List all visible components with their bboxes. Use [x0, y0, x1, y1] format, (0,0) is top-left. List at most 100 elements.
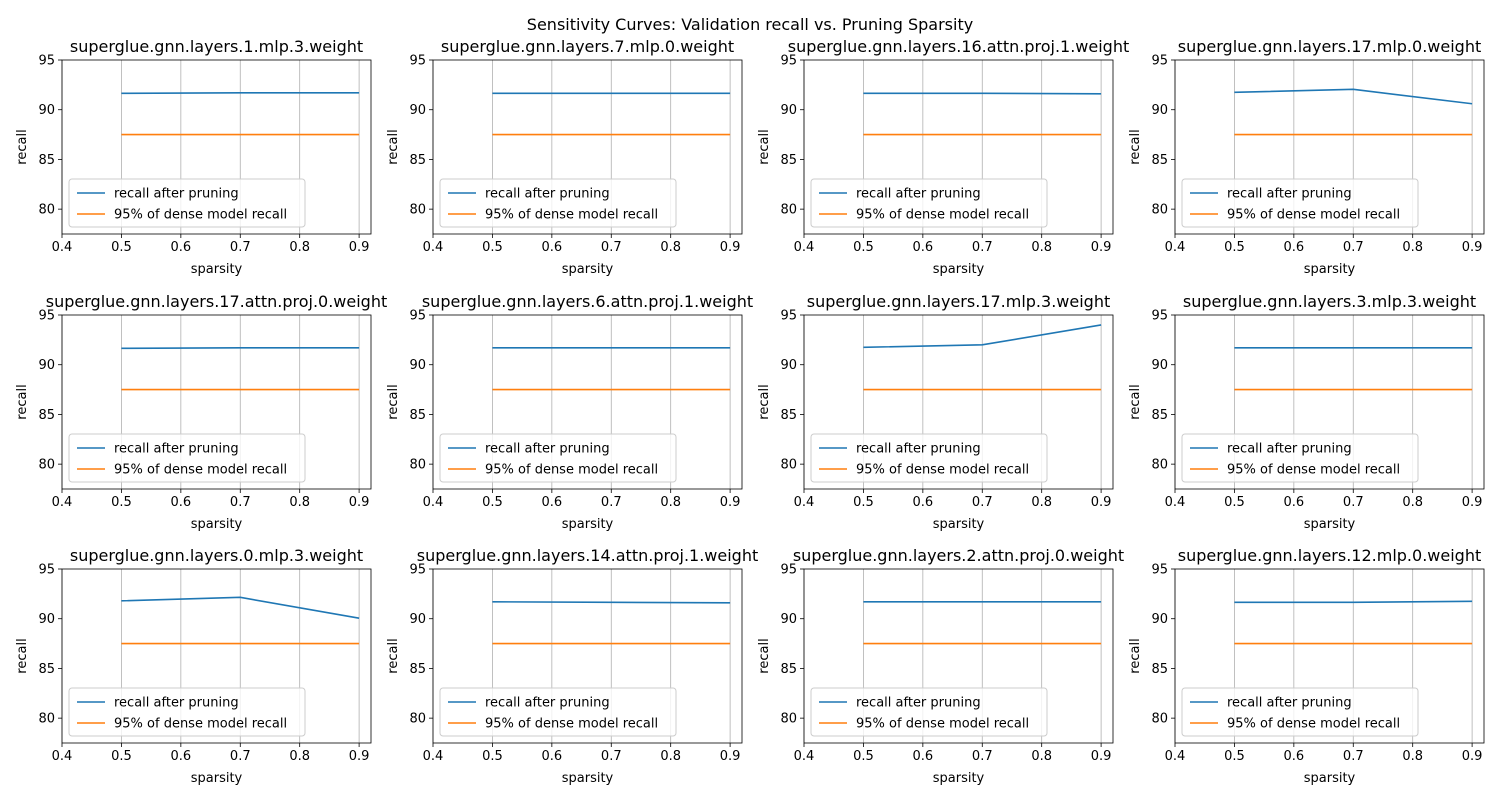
legend-box	[1181, 687, 1419, 737]
subplot: 0.4 0.5 0.6 0.7 0.8 0.9 80 85 90 95 superglue.gnn.…	[15, 37, 372, 277]
x-tick-label: 0.5	[853, 495, 874, 510]
x-tick-label: 0.5	[853, 749, 874, 764]
x-tick-label: 0.4	[52, 495, 73, 510]
legend-label: recall after pruning	[1227, 442, 1352, 457]
y-tick-label: 80	[780, 458, 797, 473]
subplot-title: superglue.gnn.layers.0.mlp.3.weight	[70, 546, 363, 565]
subplot-title: superglue.gnn.layers.17.attn.proj.0.weig…	[46, 292, 387, 311]
x-tick-label: 0.6	[542, 240, 563, 255]
x-axis-label: sparsity	[1304, 517, 1356, 532]
x-tick-label: 0.6	[542, 495, 563, 510]
y-tick-label: 95	[38, 54, 55, 69]
legend-box	[1181, 178, 1419, 228]
y-tick-label: 90	[780, 358, 797, 373]
legend: recall after pruning 95% of dense model r…	[439, 687, 677, 737]
x-tick-label: 0.6	[1284, 495, 1305, 510]
legend-label: 95% of dense model recall	[856, 208, 1029, 223]
x-tick-label: 0.5	[1224, 749, 1245, 764]
subplot-title: superglue.gnn.layers.16.attn.proj.1.weig…	[788, 37, 1129, 56]
x-tick-label: 0.5	[482, 749, 503, 764]
recall-line	[492, 601, 731, 604]
y-axis-label: recall	[1128, 638, 1143, 673]
legend-box	[810, 687, 1048, 737]
legend-box	[68, 433, 306, 483]
x-tick-label: 0.6	[913, 495, 934, 510]
x-axis-label: sparsity	[1304, 262, 1356, 277]
legend-box	[439, 687, 677, 737]
y-tick-label: 90	[409, 103, 426, 118]
x-tick-label: 0.9	[1462, 240, 1483, 255]
axes-frame	[1174, 59, 1485, 235]
x-axis-label: sparsity	[191, 262, 243, 277]
y-tick-label: 85	[409, 153, 426, 168]
x-tick-label: 0.7	[1343, 749, 1364, 764]
recall-line	[1234, 600, 1473, 604]
y-axis-label: recall	[15, 384, 30, 419]
y-tick-label: 85	[38, 153, 55, 168]
axes-frame	[1174, 568, 1485, 744]
y-tick-label: 80	[1151, 458, 1168, 473]
y-axis-label: recall	[1128, 384, 1143, 419]
x-tick-label: 0.4	[794, 495, 815, 510]
legend-label: recall after pruning	[485, 187, 610, 202]
x-tick-label: 0.6	[913, 240, 934, 255]
subplot-title: superglue.gnn.layers.3.mlp.3.weight	[1183, 292, 1476, 311]
legend-label: recall after pruning	[856, 187, 981, 202]
y-tick-label: 85	[38, 408, 55, 423]
y-tick-label: 80	[38, 712, 55, 727]
y-tick-label: 80	[38, 458, 55, 473]
x-tick-label: 0.8	[1031, 749, 1052, 764]
legend-label: 95% of dense model recall	[1227, 463, 1400, 478]
x-tick-label: 0.8	[660, 495, 681, 510]
legend-label: 95% of dense model recall	[114, 717, 287, 732]
y-tick-label: 80	[780, 203, 797, 218]
y-tick-label: 95	[780, 54, 797, 69]
x-axis-label: sparsity	[562, 262, 614, 277]
legend-label: 95% of dense model recall	[485, 208, 658, 223]
subplot-title: superglue.gnn.layers.17.mlp.0.weight	[1178, 37, 1481, 56]
x-tick-label: 0.9	[720, 240, 741, 255]
x-tick-label: 0.5	[1224, 240, 1245, 255]
axes-frame	[61, 314, 372, 490]
y-tick-label: 80	[780, 712, 797, 727]
y-axis-label: recall	[15, 638, 30, 673]
subplot-title: superglue.gnn.layers.6.attn.proj.1.weigh…	[422, 292, 753, 311]
x-tick-label: 0.4	[794, 240, 815, 255]
x-tick-label: 0.8	[660, 240, 681, 255]
legend: recall after pruning 95% of dense model r…	[810, 433, 1048, 483]
x-tick-label: 0.8	[1402, 749, 1423, 764]
x-tick-label: 0.6	[913, 749, 934, 764]
y-tick-label: 90	[409, 358, 426, 373]
y-tick-label: 95	[38, 309, 55, 324]
y-tick-label: 80	[1151, 203, 1168, 218]
x-tick-label: 0.8	[1402, 240, 1423, 255]
axes-frame	[432, 568, 743, 744]
recall-line	[121, 347, 360, 350]
x-tick-label: 0.6	[171, 495, 192, 510]
y-tick-label: 90	[780, 612, 797, 627]
y-tick-label: 85	[38, 662, 55, 677]
x-tick-label: 0.9	[1091, 495, 1112, 510]
legend: recall after pruning 95% of dense model r…	[68, 687, 306, 737]
x-tick-label: 0.6	[171, 749, 192, 764]
axes-frame	[803, 568, 1114, 744]
x-tick-label: 0.9	[1462, 495, 1483, 510]
x-tick-label: 0.7	[601, 495, 622, 510]
legend-label: 95% of dense model recall	[114, 208, 287, 223]
x-tick-label: 0.5	[482, 240, 503, 255]
x-tick-label: 0.8	[1402, 495, 1423, 510]
y-tick-label: 85	[780, 662, 797, 677]
x-tick-label: 0.6	[171, 240, 192, 255]
x-tick-label: 0.7	[972, 749, 993, 764]
x-tick-label: 0.8	[1031, 240, 1052, 255]
y-tick-label: 90	[38, 358, 55, 373]
x-tick-label: 0.5	[111, 749, 132, 764]
legend-label: 95% of dense model recall	[114, 463, 287, 478]
x-tick-label: 0.4	[423, 749, 444, 764]
y-tick-label: 80	[409, 458, 426, 473]
x-tick-label: 0.6	[542, 749, 563, 764]
x-tick-label: 0.4	[1165, 495, 1186, 510]
subplot-title: superglue.gnn.layers.2.attn.proj.0.weigh…	[793, 546, 1124, 565]
legend-label: recall after pruning	[485, 696, 610, 711]
